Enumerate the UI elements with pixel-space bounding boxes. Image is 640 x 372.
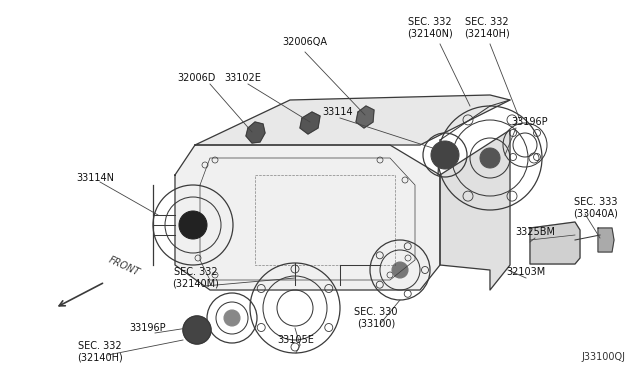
Circle shape xyxy=(179,211,207,239)
Text: 33114: 33114 xyxy=(323,107,353,117)
Text: SEC. 332
(32140H): SEC. 332 (32140H) xyxy=(77,341,123,363)
Polygon shape xyxy=(246,122,265,143)
Polygon shape xyxy=(175,145,440,290)
Text: SEC. 332
(32140N): SEC. 332 (32140N) xyxy=(407,17,453,39)
Text: SEC. 330
(33100): SEC. 330 (33100) xyxy=(355,307,397,329)
Polygon shape xyxy=(356,106,374,128)
Text: J33100QJ: J33100QJ xyxy=(581,352,625,362)
Circle shape xyxy=(392,262,408,278)
Polygon shape xyxy=(195,95,510,145)
Polygon shape xyxy=(530,222,580,264)
Text: 33114N: 33114N xyxy=(76,173,114,183)
Text: 33196P: 33196P xyxy=(130,323,166,333)
Text: 32103M: 32103M xyxy=(506,267,546,277)
Text: 33105E: 33105E xyxy=(278,335,314,345)
Text: SEC. 332
(32140M): SEC. 332 (32140M) xyxy=(173,267,220,289)
Text: 3325BM: 3325BM xyxy=(515,227,555,237)
Text: 33102E: 33102E xyxy=(225,73,261,83)
Text: 32006D: 32006D xyxy=(177,73,215,83)
Text: SEC. 332
(32140H): SEC. 332 (32140H) xyxy=(464,17,510,39)
Polygon shape xyxy=(300,112,320,134)
Circle shape xyxy=(480,148,500,168)
Circle shape xyxy=(183,316,211,344)
Circle shape xyxy=(431,141,459,169)
Text: 32006QA: 32006QA xyxy=(282,37,328,47)
Polygon shape xyxy=(440,130,510,290)
Text: SEC. 333
(33040A): SEC. 333 (33040A) xyxy=(573,197,618,219)
Polygon shape xyxy=(598,228,614,252)
Text: 33196P: 33196P xyxy=(512,117,548,127)
Circle shape xyxy=(224,310,240,326)
Text: FRONT: FRONT xyxy=(107,255,141,278)
